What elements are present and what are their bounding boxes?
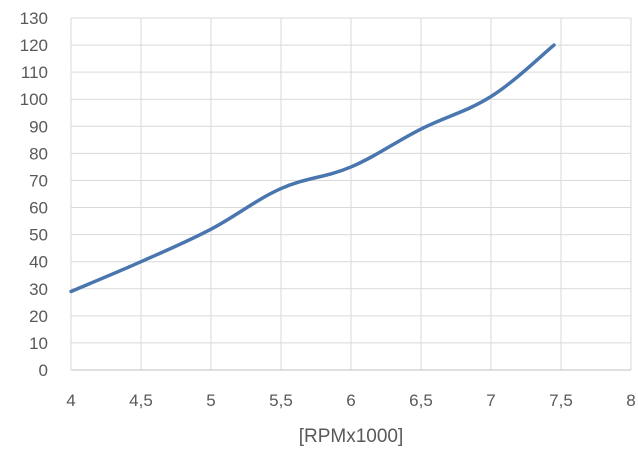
x-tick-label: 8 (626, 391, 635, 410)
y-tick-label: 40 (29, 253, 48, 272)
x-tick-label: 4,5 (129, 391, 153, 410)
x-tick-label: 6,5 (409, 391, 433, 410)
x-tick-label: 6 (346, 391, 355, 410)
y-tick-label: 100 (20, 90, 48, 109)
y-tick-label: 90 (29, 117, 48, 136)
y-tick-label: 20 (29, 307, 48, 326)
x-tick-label: 5,5 (269, 391, 293, 410)
y-tick-label: 50 (29, 226, 48, 245)
series-line (69, 43, 556, 294)
y-tick-label: 60 (29, 199, 48, 218)
tick-labels: 0 10 20 30 40 50 60 70 80 90 100 110 120 130 4 4,5 5 5,5 6… (20, 9, 636, 410)
y-tick-label: 70 (29, 171, 48, 190)
x-axis-title: [RPMx1000] (299, 426, 404, 447)
y-tick-label: 30 (29, 280, 48, 299)
gridlines (71, 17, 632, 370)
y-tick-label: 130 (20, 9, 48, 28)
series-layer (69, 43, 556, 294)
y-tick-label: 110 (21, 63, 48, 82)
axes (70, 18, 631, 371)
x-tick-label: 7,5 (549, 391, 573, 410)
x-tick-label: 4 (66, 391, 75, 410)
x-tick-label: 5 (206, 391, 215, 410)
y-tick-label: 120 (20, 36, 48, 55)
y-tick-label: 10 (29, 334, 48, 353)
y-tick-label: 0 (39, 361, 48, 380)
x-tick-label: 7 (486, 391, 495, 410)
y-tick-label: 80 (29, 144, 48, 163)
